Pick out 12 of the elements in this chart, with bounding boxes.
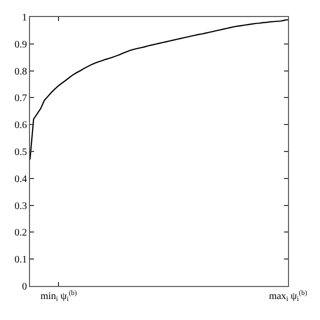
y-tick-label: 0.9 <box>14 39 27 50</box>
y-tick-label: 0.3 <box>14 200 27 212</box>
y-tick-label: 0.1 <box>14 254 27 266</box>
line-series <box>30 19 288 160</box>
y-tick-label: 0.8 <box>14 66 27 78</box>
y-tick-label: 0.2 <box>14 228 27 239</box>
y-tick-label: 0.5 <box>14 147 27 158</box>
y-tick-label: 1 <box>22 12 27 24</box>
y-tick-label: 0 <box>22 282 27 292</box>
y-tick-label: 0.7 <box>14 93 27 104</box>
y-tick-label: 0.4 <box>14 174 27 185</box>
y-tick-label: 0.6 <box>14 120 27 132</box>
